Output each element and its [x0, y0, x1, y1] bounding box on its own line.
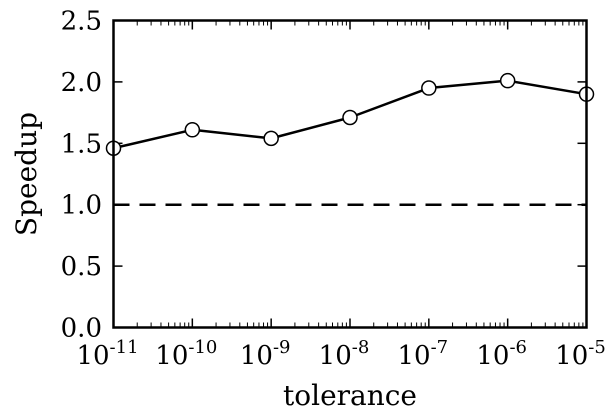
y-axis-label: Speedup	[10, 112, 43, 236]
x-tick-label: 10-9	[240, 337, 291, 371]
y-tick-label: 0.0	[61, 314, 102, 344]
x-axis-label: tolerance	[283, 379, 417, 412]
x-tick-label: 10-7	[398, 337, 449, 371]
data-point	[263, 130, 279, 147]
point-layer	[105, 72, 595, 156]
y-tick-label: 2.5	[61, 7, 102, 37]
minor-tick-layer	[136, 20, 584, 328]
y-tick-label: 0.5	[61, 252, 102, 282]
x-tick-label: 10-10	[155, 337, 217, 371]
x-tick-label-layer: 10-11 10-10 10-9 10-8 10-7 10-6 10-5	[76, 337, 605, 371]
x-tick-label: 10-5	[555, 337, 606, 371]
y-tick-label: 1.5	[61, 129, 102, 159]
data-point	[499, 72, 516, 89]
y-tick-label-layer: 0.0 0.5 1.0 1.5 2.0 2.5	[61, 7, 102, 344]
data-point	[184, 122, 201, 138]
data-point	[421, 80, 437, 96]
x-tick-label: 10-6	[476, 337, 527, 371]
plot-frame	[112, 19, 588, 329]
major-tick-layer	[112, 19, 588, 329]
x-tick-label: 10-8	[319, 337, 370, 371]
x-tick-label: 10-11	[76, 337, 138, 371]
y-tick-label: 1.0	[61, 191, 102, 221]
data-point	[342, 109, 358, 126]
y-tick-label: 2.0	[61, 68, 102, 98]
